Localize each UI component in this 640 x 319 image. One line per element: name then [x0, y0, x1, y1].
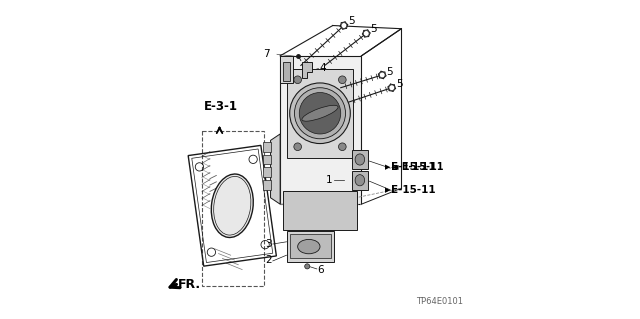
Polygon shape	[284, 191, 356, 230]
Text: FR.: FR.	[178, 278, 201, 291]
Text: E-15-11: E-15-11	[392, 162, 436, 172]
Circle shape	[305, 264, 310, 269]
Polygon shape	[262, 167, 271, 177]
Circle shape	[290, 83, 350, 144]
Text: 4: 4	[319, 63, 326, 73]
Polygon shape	[262, 155, 271, 164]
Text: ◄ E-15-11: ◄ E-15-11	[391, 162, 444, 172]
Text: E-3-1: E-3-1	[204, 100, 237, 113]
Text: 5: 5	[371, 24, 377, 34]
Circle shape	[364, 31, 369, 36]
Polygon shape	[303, 62, 312, 78]
Text: 2: 2	[265, 255, 271, 265]
Ellipse shape	[302, 105, 338, 121]
Circle shape	[294, 76, 301, 84]
Circle shape	[300, 93, 340, 134]
Text: TP64E0101: TP64E0101	[416, 297, 463, 306]
Circle shape	[389, 85, 395, 91]
Ellipse shape	[355, 154, 365, 165]
Text: E-15-11: E-15-11	[392, 185, 436, 195]
Text: 6: 6	[317, 264, 324, 275]
Circle shape	[294, 88, 346, 139]
Polygon shape	[262, 142, 271, 152]
Polygon shape	[284, 62, 290, 81]
Polygon shape	[287, 69, 353, 158]
Text: 1: 1	[326, 175, 333, 185]
Text: 7: 7	[263, 48, 270, 59]
Ellipse shape	[298, 239, 320, 254]
Text: 3: 3	[265, 239, 271, 249]
Polygon shape	[352, 150, 368, 169]
Text: 5: 5	[348, 16, 355, 26]
Polygon shape	[271, 134, 280, 204]
Circle shape	[339, 143, 346, 151]
Circle shape	[294, 143, 301, 151]
Polygon shape	[287, 231, 334, 262]
Polygon shape	[262, 180, 271, 190]
Polygon shape	[352, 171, 368, 190]
Polygon shape	[290, 234, 331, 258]
Circle shape	[339, 76, 346, 84]
Circle shape	[341, 23, 347, 28]
Polygon shape	[280, 56, 362, 204]
Ellipse shape	[211, 174, 253, 237]
Ellipse shape	[355, 174, 365, 186]
Text: 5: 5	[396, 78, 403, 89]
Text: ▶: ▶	[385, 164, 391, 170]
Text: ▶: ▶	[385, 187, 391, 193]
Polygon shape	[280, 56, 293, 83]
Text: 5: 5	[386, 67, 393, 77]
Circle shape	[380, 72, 385, 78]
